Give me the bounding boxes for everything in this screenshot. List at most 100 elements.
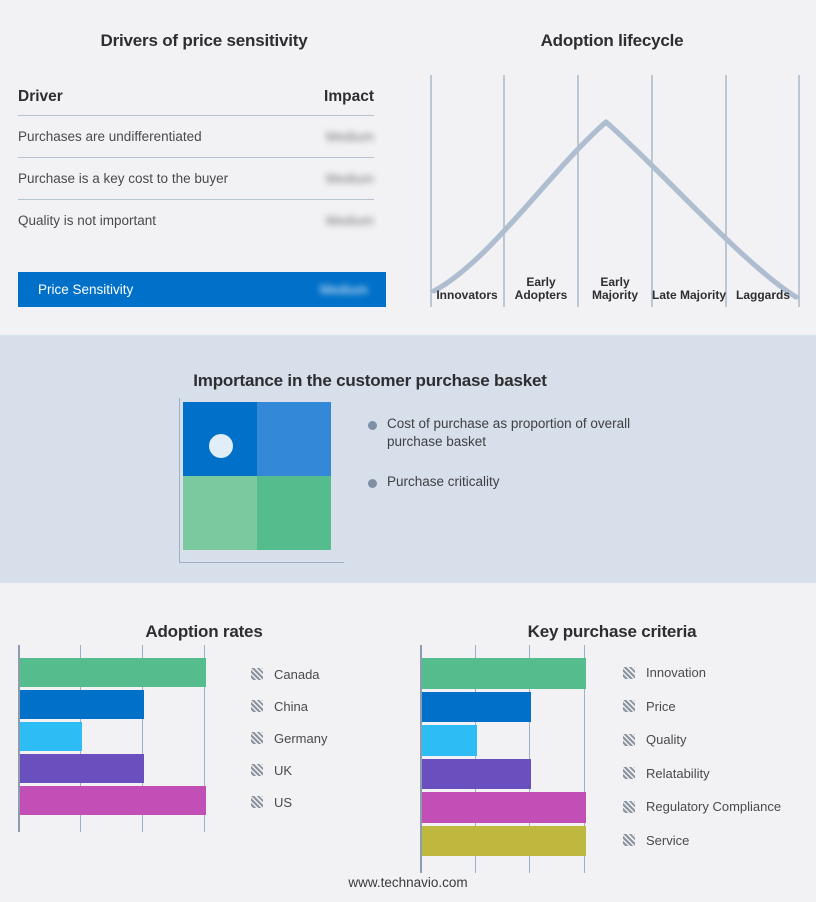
legend-item: Regulatory Compliance (623, 790, 781, 824)
bar-row (20, 722, 225, 754)
legend-label: China (274, 698, 308, 714)
legend-label: Germany (274, 730, 328, 746)
importance-panel: Importance in the customer purchase bask… (0, 335, 816, 583)
bar-row (20, 754, 225, 786)
importance-title: Importance in the customer purchase bask… (193, 371, 547, 391)
driver-label: Quality is not important (18, 213, 157, 228)
footer-url: www.technavio.com (348, 875, 468, 890)
lifecycle-stage-late-majority: Late Majority (652, 252, 726, 304)
chart-legend: Innovation Price Quality Relatability Regula… (623, 656, 781, 857)
legend-label: Relatability (646, 765, 710, 781)
price-sensitivity-label: Price Sensitivity (38, 282, 134, 297)
position-dot-icon (209, 434, 233, 458)
bullet-icon (368, 479, 377, 489)
legend-swatch-icon (251, 700, 263, 712)
legend-label: Regulatory Compliance (646, 799, 782, 815)
quadrant-bottom-left (183, 476, 257, 550)
legend-item: Germany (251, 722, 327, 754)
lifecycle-stage-early-majority: Early Majority (578, 252, 652, 304)
legend-label: US (274, 794, 293, 810)
bar-row (422, 691, 602, 726)
legend-item: Quality (623, 723, 781, 757)
legend-item: Price (623, 690, 781, 724)
lifecycle-curve-svg (430, 75, 800, 307)
drivers-title: Drivers of price sensitivity (100, 31, 308, 51)
gridline (583, 645, 585, 873)
bar-us (20, 786, 207, 815)
bar-series (20, 658, 225, 818)
bar-row (20, 786, 225, 818)
lifecycle-stage-labels: Innovators Early Adopters Early Majority… (430, 252, 800, 304)
legend-label: UK (274, 762, 293, 778)
adoption-lifecycle-panel: Adoption lifecycle Innovators Early Adop… (408, 0, 816, 335)
price-sensitivity-summary-row: Price Sensitivity Medium (18, 272, 386, 307)
bar-row (422, 825, 602, 860)
y-axis (18, 645, 20, 832)
bar-china (20, 690, 145, 719)
plot-area (420, 645, 600, 873)
stage-label: Laggards (735, 288, 790, 303)
legend-label: Innovation (646, 665, 706, 681)
quadrant-top-right (257, 402, 331, 476)
lifecycle-stage-early-adopters: Early Adopters (504, 252, 578, 304)
bar-series (422, 658, 602, 859)
middle-band (0, 335, 816, 583)
y-axis (420, 645, 422, 873)
table-row: Quality is not important Medium (18, 200, 374, 241)
table-row: Purchases are undifferentiated Medium (18, 116, 374, 158)
bar-row (20, 690, 225, 722)
legend-label: Service (646, 832, 690, 848)
adoption-rates-title: Adoption rates (145, 622, 263, 642)
drivers-panel: Drivers of price sensitivity Driver Impa… (0, 0, 408, 335)
drivers-table: Driver Impact Purchases are undifferenti… (18, 88, 374, 241)
importance-legend-label: Purchase criticality (387, 474, 500, 490)
bar-row (422, 758, 602, 793)
gridline (204, 645, 206, 832)
adoption-rates-chart: Canada China Germany UK US (18, 645, 388, 860)
quadrant-x-axis (179, 562, 344, 563)
quadrant-bottom-right (257, 476, 331, 550)
lifecycle-stage-innovators: Innovators (430, 252, 504, 304)
list-item: Cost of purchase as proportion of overal… (368, 415, 668, 451)
stage-label: Early Adopters (514, 275, 568, 303)
lifecycle-dividers (430, 75, 800, 307)
importance-legend-label: Cost of purchase as proportion of overal… (387, 416, 631, 450)
stage-label: Early Majority (591, 275, 638, 303)
column-header-driver: Driver (18, 88, 63, 105)
bar-canada (20, 658, 207, 687)
legend-swatch-icon (623, 800, 635, 813)
legend-swatch-icon (623, 666, 635, 679)
legend-label: Price (646, 698, 676, 714)
list-item: Purchase criticality (368, 473, 668, 491)
key-purchase-criteria-chart: Innovation Price Quality Relatability Regula… (420, 645, 810, 875)
bar-regulatory-compliance (422, 792, 586, 823)
legend-swatch-icon (623, 767, 635, 780)
plot-area (18, 645, 223, 832)
price-sensitivity-impact: Medium (319, 282, 368, 297)
bar-germany (20, 722, 83, 751)
bar-service (422, 825, 586, 856)
importance-legend: Cost of purchase as proportion of overal… (368, 415, 668, 514)
lifecycle-chart (430, 75, 800, 307)
bar-row (422, 725, 602, 759)
gridline (142, 645, 144, 832)
legend-item: UK (251, 754, 327, 786)
legend-item: Innovation (623, 656, 781, 690)
impact-value: Medium (325, 213, 374, 228)
key-purchase-criteria-title: Key purchase criteria (527, 622, 697, 642)
legend-swatch-icon (251, 764, 263, 776)
driver-label: Purchases are undifferentiated (18, 129, 202, 144)
legend-swatch-icon (623, 700, 635, 713)
quadrant-matrix (179, 398, 344, 563)
bottom-band (0, 583, 816, 902)
legend-label: Canada (274, 666, 320, 682)
legend-swatch-icon (251, 796, 263, 808)
bar-row (422, 792, 602, 826)
column-header-impact: Impact (324, 88, 374, 105)
bar-row (422, 658, 602, 692)
bar-uk (20, 754, 145, 783)
legend-swatch-icon (623, 733, 635, 746)
stage-label: Late Majority (652, 288, 727, 303)
driver-label: Purchase is a key cost to the buyer (18, 171, 229, 186)
bar-innovation (422, 658, 586, 689)
